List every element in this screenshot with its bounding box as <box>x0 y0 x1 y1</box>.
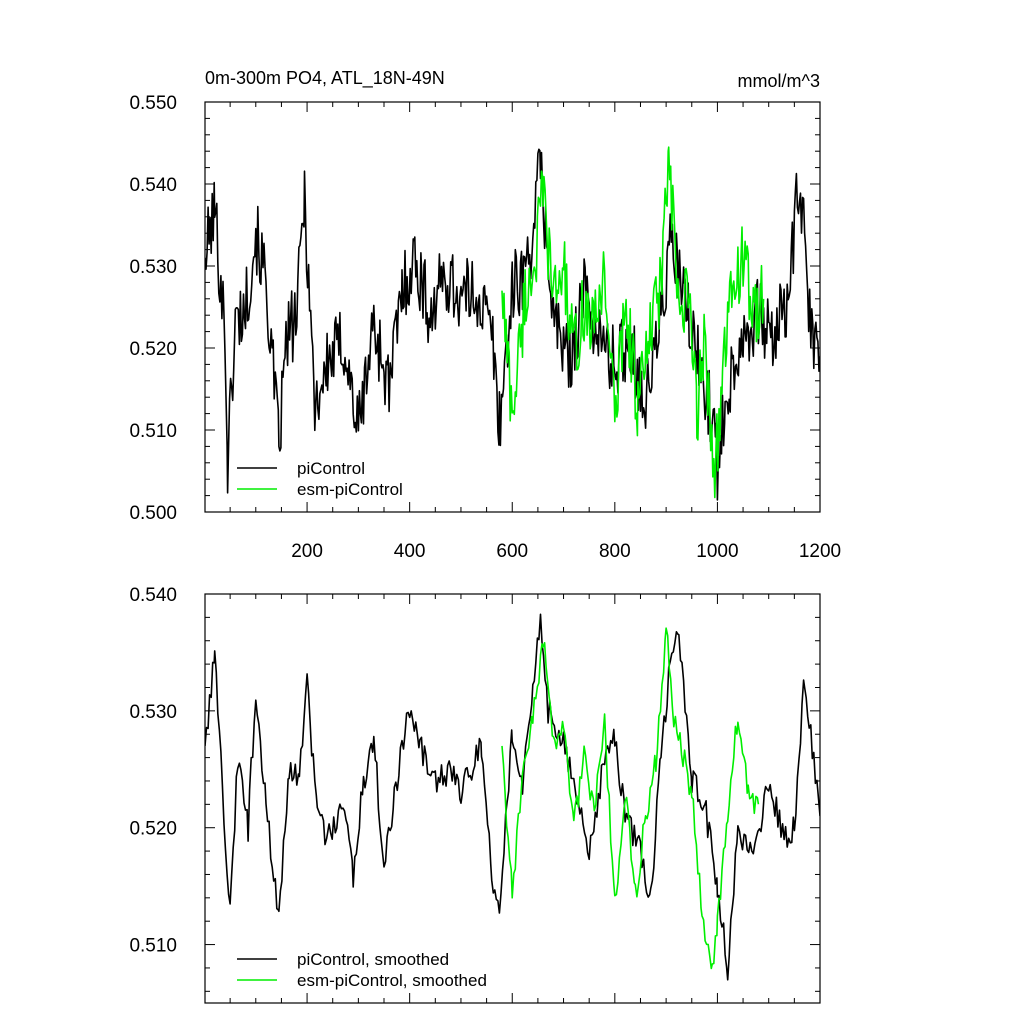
x-tick-label: 800 <box>599 541 631 562</box>
x-tick-label: 1200 <box>799 541 841 562</box>
bottom-panel: 0.510 0.520 0.530 0.540 piControl, smoothed e… <box>129 585 821 1004</box>
y-tick-label: 0.530 <box>129 702 177 723</box>
legend-label: piControl <box>297 459 365 478</box>
y-tick-label: 0.540 <box>129 585 177 606</box>
x-tick-label: 1000 <box>696 541 738 562</box>
top-panel: 200 400 600 800 1000 1200 0.500 0.510 0.520 0.530… <box>129 93 841 562</box>
y-tick-label: 0.530 <box>129 257 177 278</box>
series-line-picontrol-smoothed <box>205 613 820 981</box>
series-line-esm-picontrol-smoothed <box>501 627 760 970</box>
series-line-esm-picontrol <box>501 146 765 499</box>
y-tick-label: 0.510 <box>129 936 177 957</box>
x-tick-label: 400 <box>394 541 426 562</box>
y-tick-label: 0.550 <box>129 93 177 114</box>
legend-label: piControl, smoothed <box>297 950 449 969</box>
legend-label: esm-piControl, smoothed <box>297 971 487 990</box>
x-tick-label: 600 <box>496 541 528 562</box>
y-tick-label: 0.520 <box>129 339 177 360</box>
y-tick-label: 0.500 <box>129 503 177 524</box>
chart-title: 0m-300m PO4, ATL_18N-49N <box>205 68 445 89</box>
y-tick-label: 0.540 <box>129 175 177 196</box>
series-line-picontrol <box>205 148 820 501</box>
legend-label: esm-piControl <box>297 480 403 499</box>
chart-units: mmol/m^3 <box>738 71 820 91</box>
y-tick-label: 0.510 <box>129 421 177 442</box>
y-tick-label: 0.520 <box>129 819 177 840</box>
x-tick-label: 200 <box>291 541 323 562</box>
bottom-plot-frame <box>204 593 821 1004</box>
